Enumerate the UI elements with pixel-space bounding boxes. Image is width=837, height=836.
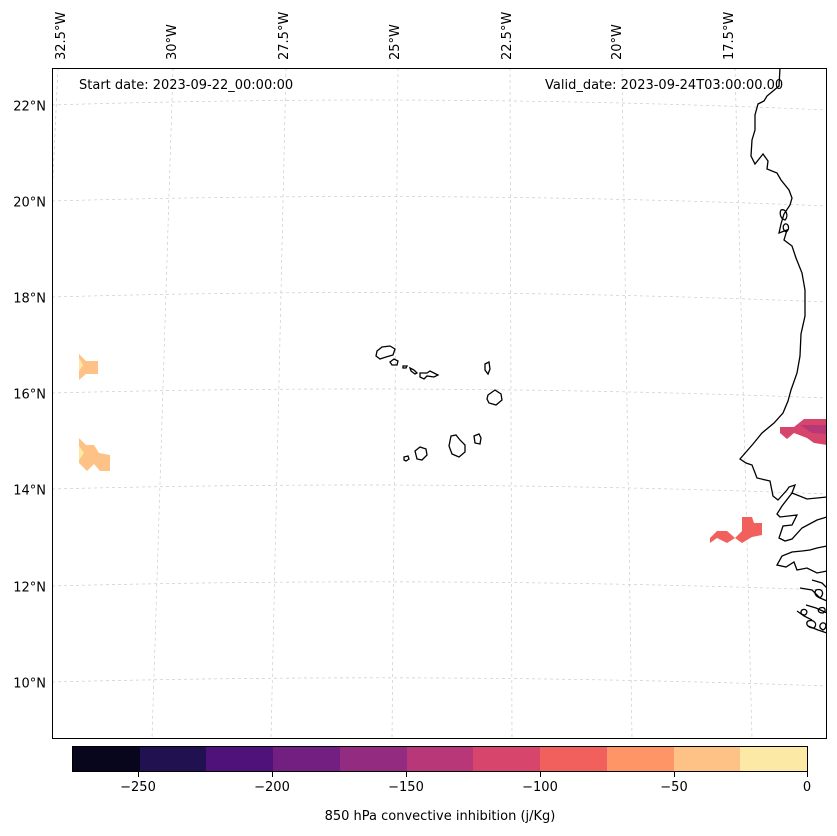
colorbar-cell (540, 747, 607, 771)
colorbar-tick (674, 772, 675, 777)
lat-label: 16°N (13, 387, 46, 403)
meridian-line (270, 68, 287, 739)
island-boa-vista (486, 389, 503, 406)
cin-patch-west-north (79, 354, 98, 380)
lat-label: 12°N (13, 580, 46, 596)
island-brava (403, 455, 410, 462)
lat-label: 18°N (13, 291, 46, 307)
colorbar-cell (673, 747, 741, 771)
cin-patches (79, 354, 827, 543)
bissagos-island (814, 588, 824, 599)
parallel-line (52, 292, 827, 303)
valid-date-label: Valid_date: 2023-09-24T03:00:00.00 (545, 78, 784, 93)
parallel-line (52, 196, 827, 207)
cin-patch-east-south (710, 517, 762, 543)
bissagos-island (819, 622, 827, 631)
bissagos-outline (796, 579, 827, 634)
meridian-line (391, 68, 399, 739)
lat-label: 14°N (13, 483, 46, 499)
colorbar-tick (138, 772, 139, 777)
lon-label: 30°W (165, 24, 180, 60)
parallel-line (52, 484, 827, 495)
colorbar-tick-label: −100 (522, 780, 558, 795)
colorbar-cell (406, 747, 474, 771)
colorbar-cell (740, 747, 808, 771)
colorbar (72, 746, 808, 772)
map-canvas (52, 68, 827, 739)
colorbar-cell (273, 747, 340, 771)
island-fogo (414, 446, 428, 461)
lon-label: 27.5°W (277, 11, 292, 60)
colorbar-cell (339, 747, 407, 771)
cin-patch-west-south (79, 438, 110, 471)
island-santa-luzia (402, 365, 409, 369)
colorbar-tick (272, 772, 273, 777)
meridian-line (151, 68, 174, 739)
lat-label: 10°N (13, 676, 46, 692)
parallel-line (52, 388, 827, 399)
colorbar-tick-label: −200 (254, 780, 290, 795)
colorbar-tick-label: −250 (120, 780, 156, 795)
parallel-line (52, 677, 827, 687)
colorbar-tick-label: 0 (802, 780, 812, 795)
banc-arguin-island (782, 223, 790, 233)
meridian-line (621, 68, 633, 739)
colorbar-tick-label: −150 (388, 780, 424, 795)
lon-label: 20°W (610, 24, 625, 60)
guinea-bissau-coast (776, 545, 827, 574)
banc-arguin-island (779, 209, 788, 221)
cin-patch-east-north-core (800, 425, 827, 434)
cin-patch-west-south-core (79, 446, 84, 460)
start-date-label: Start date: 2023-09-22_00:00:00 (79, 78, 294, 93)
gambia-river (791, 492, 827, 500)
colorbar-tick (807, 772, 808, 777)
island-sao-nicolau-east (419, 370, 440, 380)
colorbar-tick-label: −50 (660, 780, 688, 795)
lon-label: 17.5°W (722, 11, 737, 60)
map-border (52, 68, 827, 739)
meridian-line (734, 68, 753, 739)
parallel-line (52, 99, 827, 111)
gridlines (52, 68, 827, 739)
bissagos-island (800, 608, 808, 616)
coastline (375, 68, 827, 634)
cin-patch-west-north-edge (79, 358, 83, 371)
africa-coastline (739, 68, 827, 542)
island-sal (484, 361, 491, 376)
lon-label: 25°W (388, 24, 403, 60)
island-sao-nicolau (408, 366, 419, 375)
colorbar-cell (606, 747, 674, 771)
meridian-line (509, 68, 513, 739)
colorbar-cell (139, 747, 207, 771)
island-santiago (448, 434, 466, 458)
bissagos-island (806, 619, 817, 629)
colorbar-cell (206, 747, 274, 771)
lon-label: 32.5°W (54, 11, 69, 60)
colorbar-label: 850 hPa convective inhibition (j/Kg) (324, 809, 556, 824)
island-maio (473, 433, 482, 445)
colorbar-cell (473, 747, 541, 771)
parallel-line (52, 581, 827, 591)
lat-label: 20°N (13, 195, 46, 211)
lat-label: 22°N (13, 99, 46, 115)
map-frame (52, 68, 827, 739)
bissagos-island (817, 606, 826, 614)
colorbar-tick (406, 772, 407, 777)
island-sao-vicente (389, 358, 399, 366)
island-santo-antao (375, 345, 396, 360)
colorbar-cell (73, 747, 140, 771)
colorbar-tick (540, 772, 541, 777)
lon-label: 22.5°W (500, 11, 515, 60)
